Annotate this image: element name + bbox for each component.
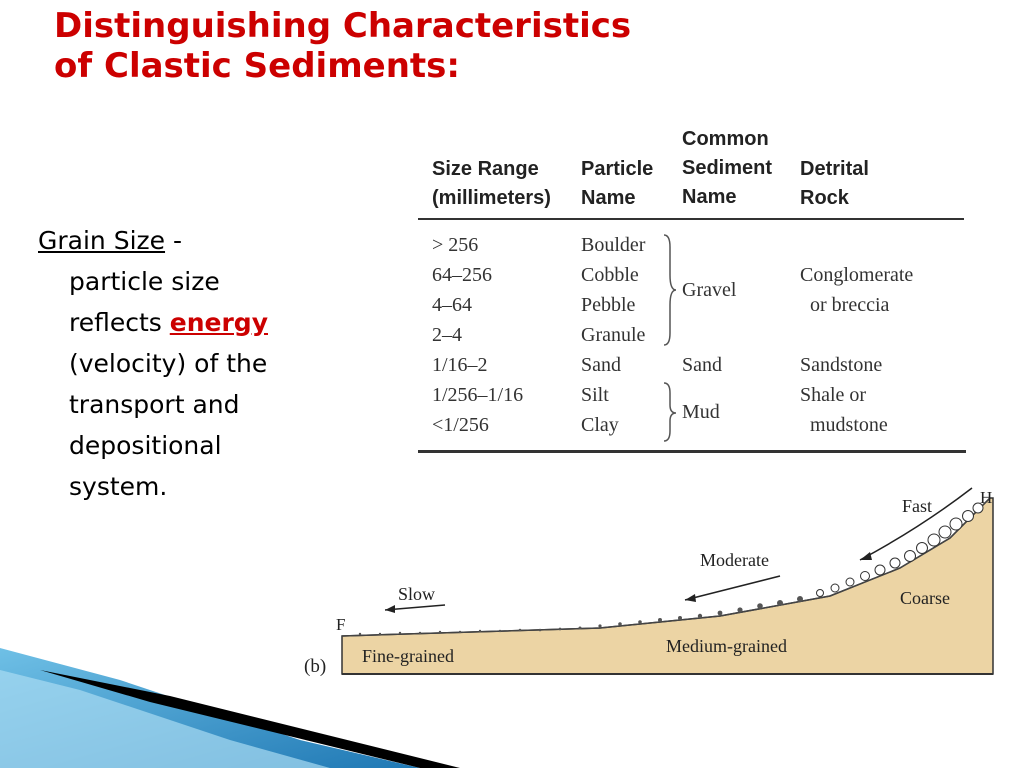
slide-title-line-2: of Clastic Sediments: xyxy=(54,46,460,86)
sediment-surface xyxy=(341,497,991,637)
header-common-name: Common Sediment Name xyxy=(682,125,772,212)
energy-emphasis: energy xyxy=(169,308,268,337)
bullet-line-2: particle size xyxy=(69,267,220,296)
header-size-range-line-1: Size Range xyxy=(432,158,539,180)
bullet-line-5: transport and xyxy=(69,390,240,419)
particle-name-cell: Granule xyxy=(581,324,646,346)
particle-name-cell: Cobble xyxy=(581,264,639,286)
grain-size-term: Grain Size xyxy=(38,226,166,255)
black-stripe xyxy=(40,670,460,768)
fast-label: Fast xyxy=(902,496,932,516)
fast-arrow xyxy=(859,487,973,561)
header-particle-name-line-1: Particle xyxy=(581,158,654,180)
slow-label: Slow xyxy=(398,584,435,604)
rock-gravel-line-2: or breccia xyxy=(810,294,890,316)
common-name-sand: Sand xyxy=(682,354,722,376)
rock-sand: Sandstone xyxy=(800,354,883,376)
size-range-cell: 64–256 xyxy=(432,264,492,286)
table-brackets xyxy=(663,234,677,442)
panel-label: (b) xyxy=(304,656,326,677)
bullet-line-3: reflects energy xyxy=(38,302,338,343)
size-range-cell: <1/256 xyxy=(432,414,489,436)
table-bottom-rule xyxy=(418,450,966,453)
grain-size-table: Size Range (millimeters) Particle Name C… xyxy=(418,125,966,455)
common-name-mud: Mud xyxy=(682,401,720,423)
rock-mud-line-1: Shale or xyxy=(800,384,867,406)
size-range-cell: 1/16–2 xyxy=(432,354,488,376)
particle-name-cell: Silt xyxy=(581,384,609,406)
coarse-label: Coarse xyxy=(900,588,950,608)
size-range-cell: 4–64 xyxy=(432,294,472,316)
slow-arrow-head xyxy=(385,605,395,613)
rock-gravel: Conglomerate or breccia xyxy=(800,260,913,320)
header-particle-name: Particle Name xyxy=(581,155,653,213)
particle-name-cell: Pebble xyxy=(581,294,636,316)
coarse-cobbles xyxy=(816,502,984,597)
bullet-dash: - xyxy=(165,226,182,255)
header-detrital-rock-line-1: Detrital xyxy=(800,158,869,180)
size-range-column: > 256 64–256 4–64 2–4 1/16–2 1/256–1/16 … xyxy=(432,230,523,440)
header-common-name-line-3: Name xyxy=(682,186,737,208)
header-common-name-line-1: Common xyxy=(682,128,769,150)
size-range-cell: 1/256–1/16 xyxy=(432,384,524,406)
header-size-range-line-2: (millimeters) xyxy=(432,187,551,209)
bullet-line-1: Grain Size - xyxy=(38,220,338,261)
mud-brace xyxy=(663,382,677,442)
particle-name-cell: Boulder xyxy=(581,234,646,256)
bullet-line-6: depositional xyxy=(69,431,222,460)
moderate-arrow-head xyxy=(685,594,696,602)
slide-title-line-1: Distinguishing Characteristics xyxy=(54,6,632,46)
header-common-name-line-2: Sediment xyxy=(682,157,773,179)
particle-name-cell: Clay xyxy=(581,414,619,436)
sediment-transport-diagram: Fast Moderate Slow H F (b) Coarse Medium… xyxy=(304,487,994,677)
moderate-label: Moderate xyxy=(700,550,769,570)
header-size-range: Size Range (millimeters) xyxy=(432,155,551,213)
rock-gravel-line-1: Conglomerate xyxy=(800,264,914,286)
rock-mud: Shale or mudstone xyxy=(800,380,888,440)
medium-grained-label: Medium-grained xyxy=(666,636,787,656)
size-range-cell: > 256 xyxy=(432,234,479,256)
table-header-rule xyxy=(418,218,964,220)
gravel-brace xyxy=(663,234,677,346)
common-name-gravel: Gravel xyxy=(682,279,737,301)
grain-size-bullet: Grain Size - particle size reflects ener… xyxy=(38,220,338,507)
header-detrital-rock: Detrital Rock xyxy=(800,155,869,213)
header-detrital-rock-line-2: Rock xyxy=(800,187,849,209)
header-particle-name-line-2: Name xyxy=(581,187,636,209)
bullet-line-7: system. xyxy=(69,472,168,501)
bullet-line-4: (velocity) of the xyxy=(69,349,268,378)
slide-title: Distinguishing Characteristics of Clasti… xyxy=(54,6,631,86)
light-blue-band xyxy=(0,670,330,768)
particle-name-cell: Sand xyxy=(581,354,621,376)
rock-mud-line-2: mudstone xyxy=(810,414,888,436)
corner-decoration xyxy=(0,648,460,768)
fine-gravel-stipple xyxy=(358,596,803,636)
end-label-h: H xyxy=(980,488,992,507)
fast-arrow-head xyxy=(860,552,872,560)
end-label-f: F xyxy=(336,615,345,634)
moderate-arrow xyxy=(684,575,781,601)
particle-name-column: Boulder Cobble Pebble Granule Sand Silt … xyxy=(581,230,645,440)
size-range-cell: 2–4 xyxy=(432,324,462,346)
bullet-line-3-prefix: reflects xyxy=(69,308,170,337)
fine-grained-label: Fine-grained xyxy=(362,646,454,666)
